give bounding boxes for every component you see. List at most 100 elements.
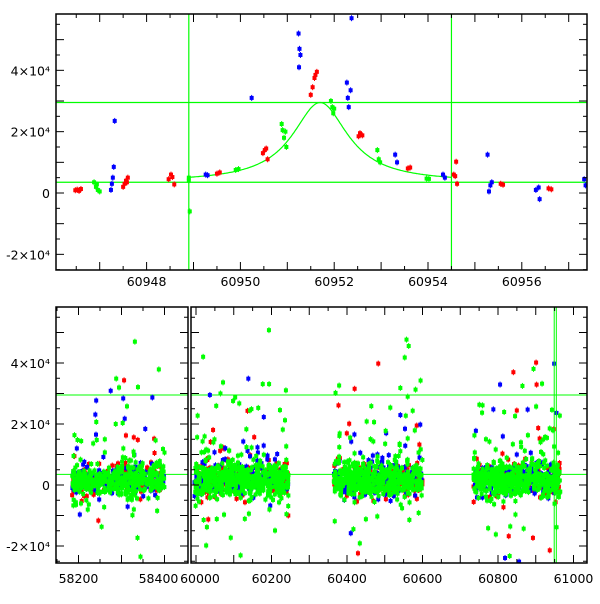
point-green — [94, 419, 98, 425]
data-point — [91, 441, 95, 445]
data-point — [261, 382, 265, 386]
point-blue — [275, 451, 279, 457]
data-point — [141, 461, 145, 465]
point-green — [84, 497, 88, 503]
data-point — [94, 473, 98, 477]
point-green — [146, 495, 150, 501]
data-point — [204, 543, 208, 547]
y-tick-label: -2×10⁴ — [6, 247, 50, 262]
data-point — [95, 438, 99, 442]
data-point — [264, 147, 268, 151]
data-point — [205, 525, 209, 529]
data-point — [202, 487, 206, 491]
data-point — [278, 494, 282, 498]
data-point — [78, 513, 82, 517]
data-point — [79, 187, 83, 191]
point-blue — [212, 449, 216, 455]
data-point — [227, 449, 231, 453]
data-point — [486, 153, 490, 157]
data-point — [220, 461, 224, 465]
point-blue — [349, 87, 353, 93]
data-point — [219, 444, 223, 448]
data-point — [78, 477, 82, 481]
point-blue — [109, 388, 113, 394]
point-red — [136, 437, 140, 443]
data-point — [262, 453, 266, 457]
data-point — [93, 413, 97, 417]
point-blue — [487, 188, 491, 194]
data-point — [345, 81, 349, 85]
x-tick-label: 60950 — [221, 274, 261, 289]
data-point — [243, 500, 247, 504]
data-point — [237, 167, 241, 171]
point-blue — [262, 443, 266, 449]
data-point — [76, 438, 80, 442]
point-blue — [94, 432, 98, 438]
data-point — [332, 107, 336, 111]
data-point — [111, 176, 115, 180]
data-point — [239, 466, 243, 470]
data-point — [114, 377, 118, 381]
point-blue — [78, 512, 82, 518]
data-point — [206, 517, 210, 521]
data-point — [236, 474, 240, 478]
point-blue — [208, 392, 212, 398]
point-green — [132, 506, 136, 512]
data-point — [159, 474, 163, 478]
point-green — [95, 437, 99, 443]
data-point — [231, 458, 235, 462]
x-tick-label: 60952 — [314, 274, 354, 289]
data-point — [265, 482, 269, 486]
data-point — [206, 173, 210, 177]
data-point — [134, 460, 138, 464]
data-point — [161, 483, 165, 487]
data-point — [123, 417, 127, 421]
point-green — [91, 440, 95, 446]
point-green — [284, 387, 288, 393]
point-red — [96, 518, 100, 524]
data-point — [133, 493, 137, 497]
data-point — [87, 502, 91, 506]
data-point — [129, 493, 133, 497]
point-green — [261, 381, 265, 387]
data-point — [196, 414, 200, 418]
data-point — [215, 497, 219, 501]
data-point — [103, 450, 107, 454]
data-point — [246, 377, 250, 381]
data-point — [127, 459, 131, 463]
data-point — [194, 462, 198, 466]
data-point — [110, 182, 114, 186]
point-green — [72, 432, 76, 438]
point-blue — [246, 376, 250, 382]
point-green — [121, 445, 125, 451]
data-point — [114, 475, 118, 479]
data-point — [212, 450, 216, 454]
point-blue — [538, 196, 542, 202]
data-point — [501, 183, 505, 187]
data-point — [283, 130, 287, 134]
point-green — [214, 403, 218, 409]
plot-frame — [56, 14, 587, 270]
point-green — [121, 420, 125, 426]
series-green — [92, 98, 431, 214]
point-green — [114, 421, 118, 427]
data-point — [244, 445, 248, 449]
data-point — [155, 480, 159, 484]
data-point — [298, 53, 302, 57]
point-red — [252, 434, 256, 440]
data-point — [284, 145, 288, 149]
point-green — [256, 405, 260, 411]
data-point — [266, 157, 270, 161]
data-point — [94, 433, 98, 437]
x-tick-label: 60954 — [408, 274, 448, 289]
data-point — [408, 166, 412, 170]
data-point — [350, 16, 354, 20]
point-blue — [113, 118, 117, 124]
data-point — [167, 177, 171, 181]
data-point — [233, 465, 237, 469]
data-point — [265, 457, 269, 461]
data-point — [236, 454, 240, 458]
data-point — [213, 489, 217, 493]
point-green — [280, 121, 284, 127]
point-green — [195, 434, 199, 440]
